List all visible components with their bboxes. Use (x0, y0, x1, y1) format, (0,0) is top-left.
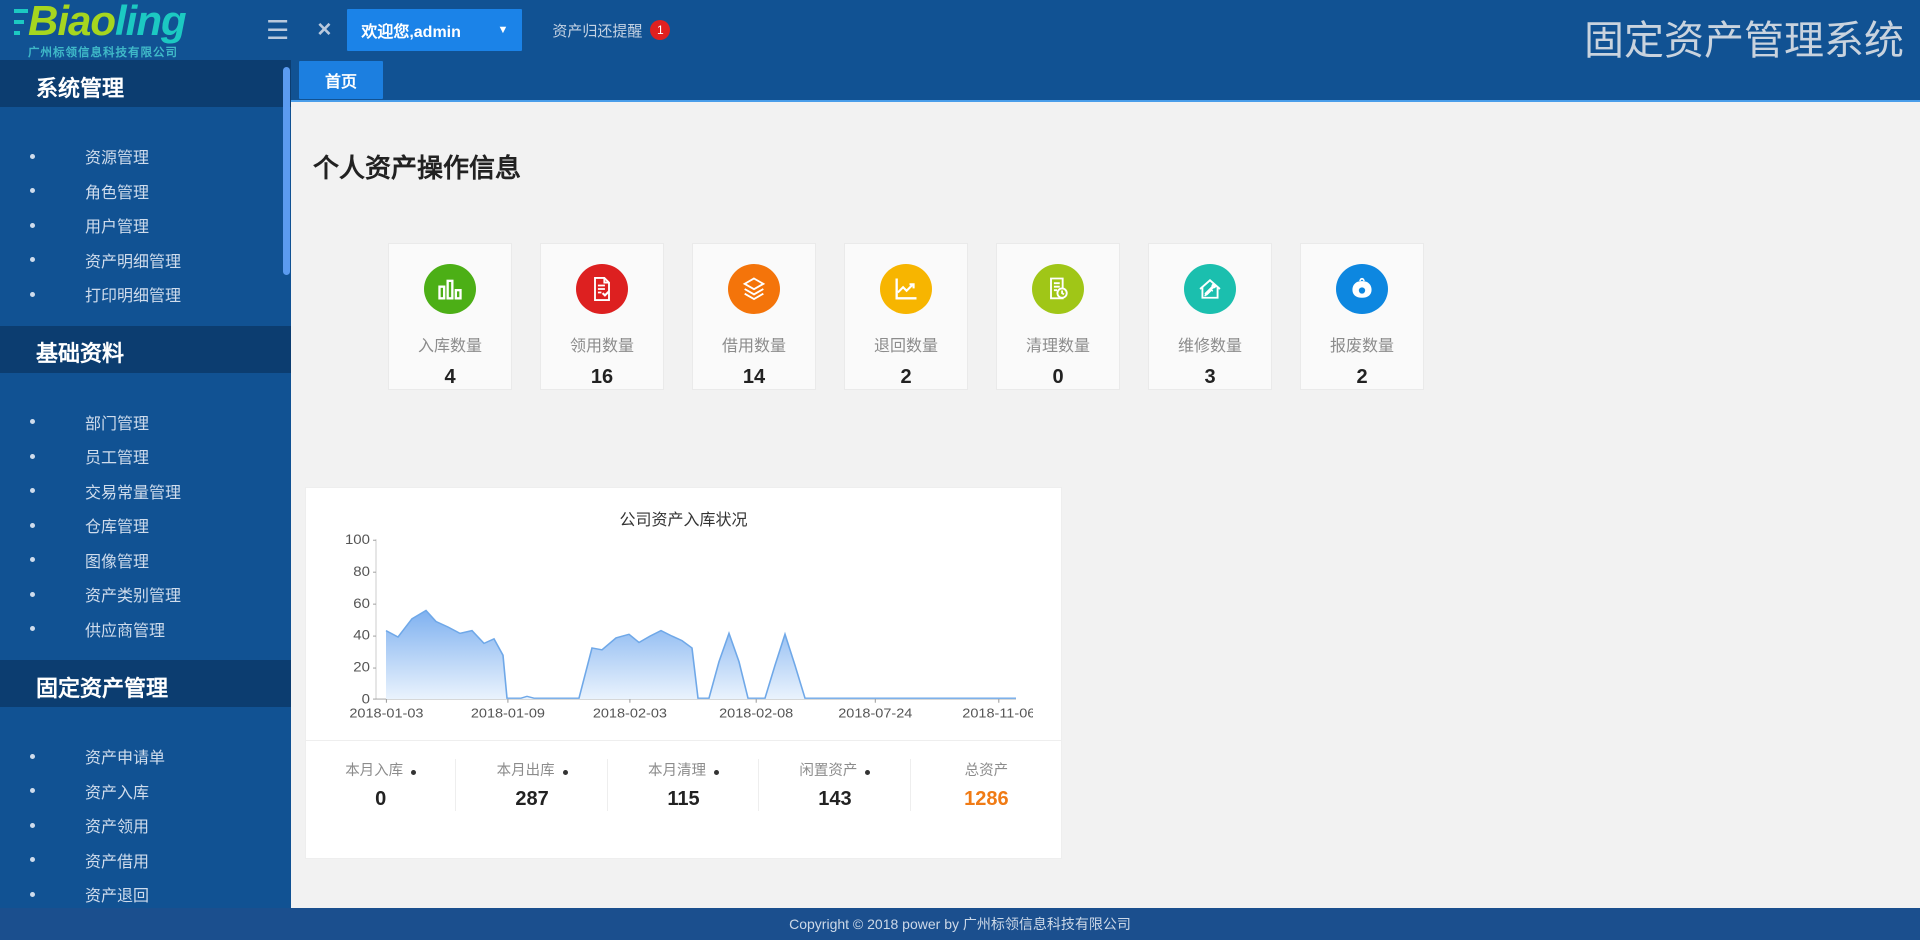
svg-text:60: 60 (353, 596, 370, 611)
svg-text:80: 80 (353, 564, 370, 579)
svg-text:2018-01-03: 2018-01-03 (349, 705, 423, 720)
svg-text:2018-01-09: 2018-01-09 (471, 705, 545, 720)
svg-text:100: 100 (345, 532, 370, 547)
svg-text:2018-02-08: 2018-02-08 (719, 705, 793, 720)
svg-text:20: 20 (353, 660, 370, 675)
svg-text:2018-02-03: 2018-02-03 (593, 705, 667, 720)
svg-text:40: 40 (353, 628, 370, 643)
svg-text:2018-07-24: 2018-07-24 (838, 705, 912, 720)
svg-text:2018-11-06: 2018-11-06 (962, 705, 1033, 720)
